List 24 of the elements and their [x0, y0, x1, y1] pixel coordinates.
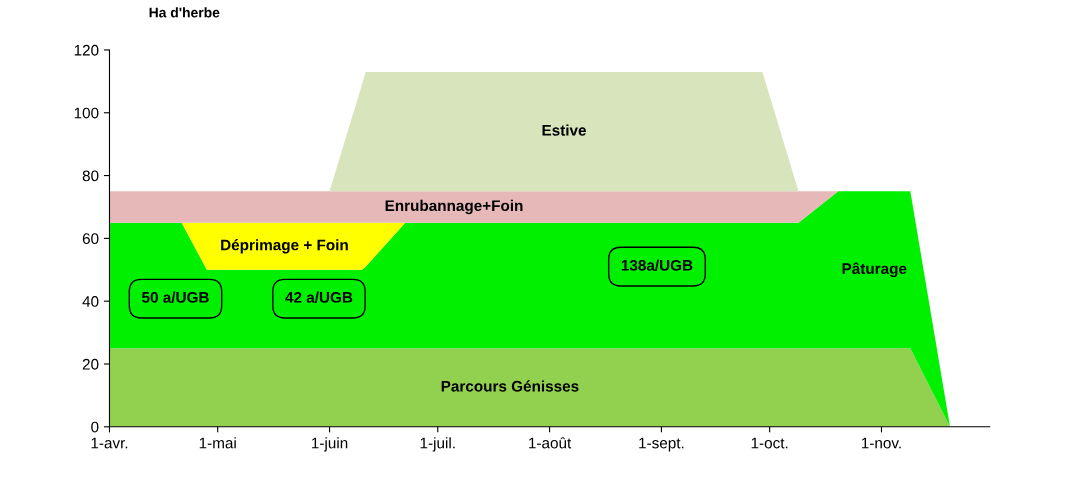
x-tick-label: 1-avr.: [91, 437, 128, 449]
series-label: Déprimage + Foin: [221, 239, 348, 254]
x-tick-label: 1-mai: [199, 437, 236, 449]
series-label: Enrubannage+Foin: [385, 199, 523, 215]
chart-title: Ha d'herbe: [149, 7, 220, 18]
y-tick-label: 80: [82, 170, 99, 182]
series-label: Estive: [542, 124, 586, 136]
y-tick-label: 120: [74, 44, 99, 56]
y-tick-label: 60: [82, 233, 99, 245]
y-tick-label: 20: [82, 358, 99, 370]
annotation: 50 a/UGB: [142, 291, 209, 303]
x-tick-label: 1-juin: [312, 437, 348, 452]
y-tick-label: 100: [74, 107, 99, 119]
series-label: Parcours Génisses: [441, 380, 579, 392]
y-tick-label: 40: [82, 296, 99, 307]
x-tick-label: 1-oct.: [751, 437, 788, 449]
x-tick-label: 1-nov.: [861, 437, 901, 449]
x-tick-label: 1-juil.: [420, 437, 455, 452]
y-tick-label: 0: [91, 421, 99, 433]
series-label: Pâturage: [842, 262, 907, 278]
annotation: 138a/UGB: [621, 259, 693, 271]
x-tick-label: 1-sept.: [639, 437, 684, 452]
annotation: 42 a/UGB: [285, 291, 353, 303]
x-tick-label: 1-août: [529, 437, 572, 449]
